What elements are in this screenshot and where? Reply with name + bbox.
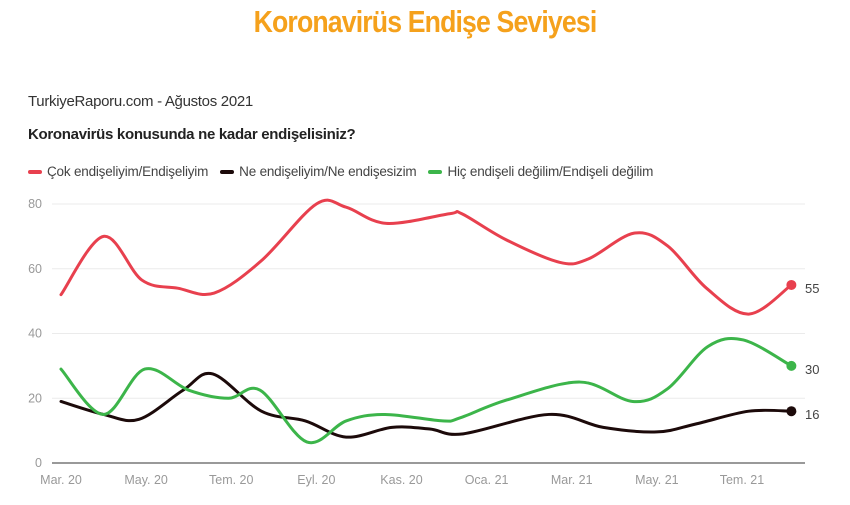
legend-label: Ne endişeliyim/Ne endişesizim <box>239 164 417 179</box>
x-tick-label: Kas. 20 <box>380 473 422 487</box>
legend-label: Hiç endişeli değilim/Endişeli değilim <box>447 164 654 179</box>
x-tick-label: May. 21 <box>635 473 679 487</box>
end-point-marker <box>786 406 797 417</box>
x-tick-label: May. 20 <box>124 473 168 487</box>
end-value-label: 16 <box>805 407 819 422</box>
x-tick-label: Tem. 21 <box>720 473 765 487</box>
y-tick-label: 40 <box>28 327 42 341</box>
x-tick-label: Mar. 21 <box>551 473 593 487</box>
legend-swatch <box>28 169 42 174</box>
end-value-label: 30 <box>805 362 819 377</box>
legend-swatch <box>220 169 235 174</box>
series-line-1 <box>59 371 793 439</box>
legend-swatch <box>428 169 443 174</box>
source-text: TurkiyeRaporu.com - Ağustos 2021 <box>28 93 253 110</box>
y-tick-label: 0 <box>35 456 42 470</box>
y-tick-label: 60 <box>28 262 42 276</box>
y-tick-label: 80 <box>28 197 42 211</box>
legend: Çok endişeliyim/Endişeliyim Ne endişeliy… <box>28 164 653 179</box>
legend-label: Çok endişeliyim/Endişeliyim <box>47 164 209 179</box>
legend-item-not-worried[interactable]: Hiç endişeli değilim/Endişeli değilim <box>428 164 653 179</box>
x-tick-label: Mar. 20 <box>40 473 82 487</box>
series-line-0 <box>59 198 793 316</box>
legend-item-very-worried[interactable]: Çok endişeliyim/Endişeliyim <box>28 164 208 179</box>
end-value-label: 55 <box>805 281 819 296</box>
y-tick-label: 20 <box>28 391 42 405</box>
end-point-marker <box>786 360 797 371</box>
x-tick-label: Tem. 20 <box>209 473 254 487</box>
legend-item-neutral[interactable]: Ne endişeliyim/Ne endişesizim <box>220 164 417 179</box>
x-tick-label: Eyl. 20 <box>297 473 335 487</box>
end-point-marker <box>786 279 797 290</box>
x-tick-label: Oca. 21 <box>465 473 509 487</box>
chart-title: Koronavirüs konusunda ne kadar endişelis… <box>28 126 356 143</box>
series-line-2 <box>59 336 793 445</box>
page-title: Koronavirüs Endişe Seviyesi <box>253 4 598 39</box>
